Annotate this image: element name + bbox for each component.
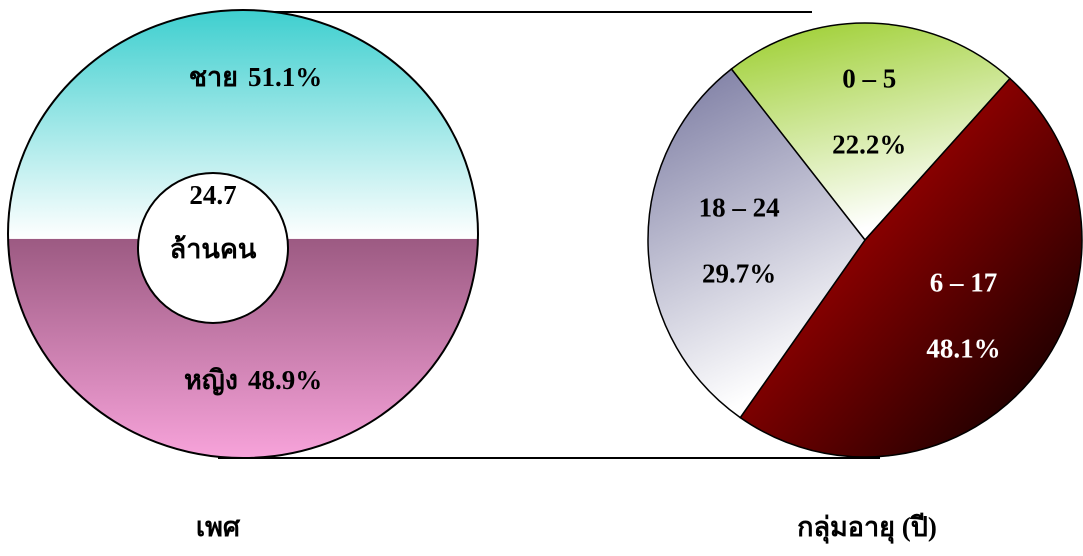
category-label: 18 – 24	[699, 192, 780, 222]
center-value: 24.7	[189, 180, 236, 210]
category-label: ชาย	[189, 62, 238, 92]
chart-title: เพศ	[196, 512, 241, 542]
value-label: 48.9%	[248, 365, 322, 395]
category-label: หญิง	[184, 365, 238, 396]
outline	[7, 9, 479, 459]
value-label: 48.1%	[926, 334, 1000, 364]
center-label: ล้านคน	[170, 234, 257, 264]
slice	[730, 22, 1012, 242]
category-label: 6 – 17	[930, 268, 998, 298]
chart-title: กลุ่มอายุ (ปี)	[797, 512, 937, 544]
slice	[647, 67, 866, 419]
slice	[739, 77, 1083, 458]
center-circle	[137, 172, 289, 324]
category-label: 0 – 5	[842, 63, 896, 93]
value-label: 22.2%	[832, 129, 906, 159]
value-label: 51.1%	[248, 62, 322, 92]
value-label: 29.7%	[702, 258, 776, 288]
